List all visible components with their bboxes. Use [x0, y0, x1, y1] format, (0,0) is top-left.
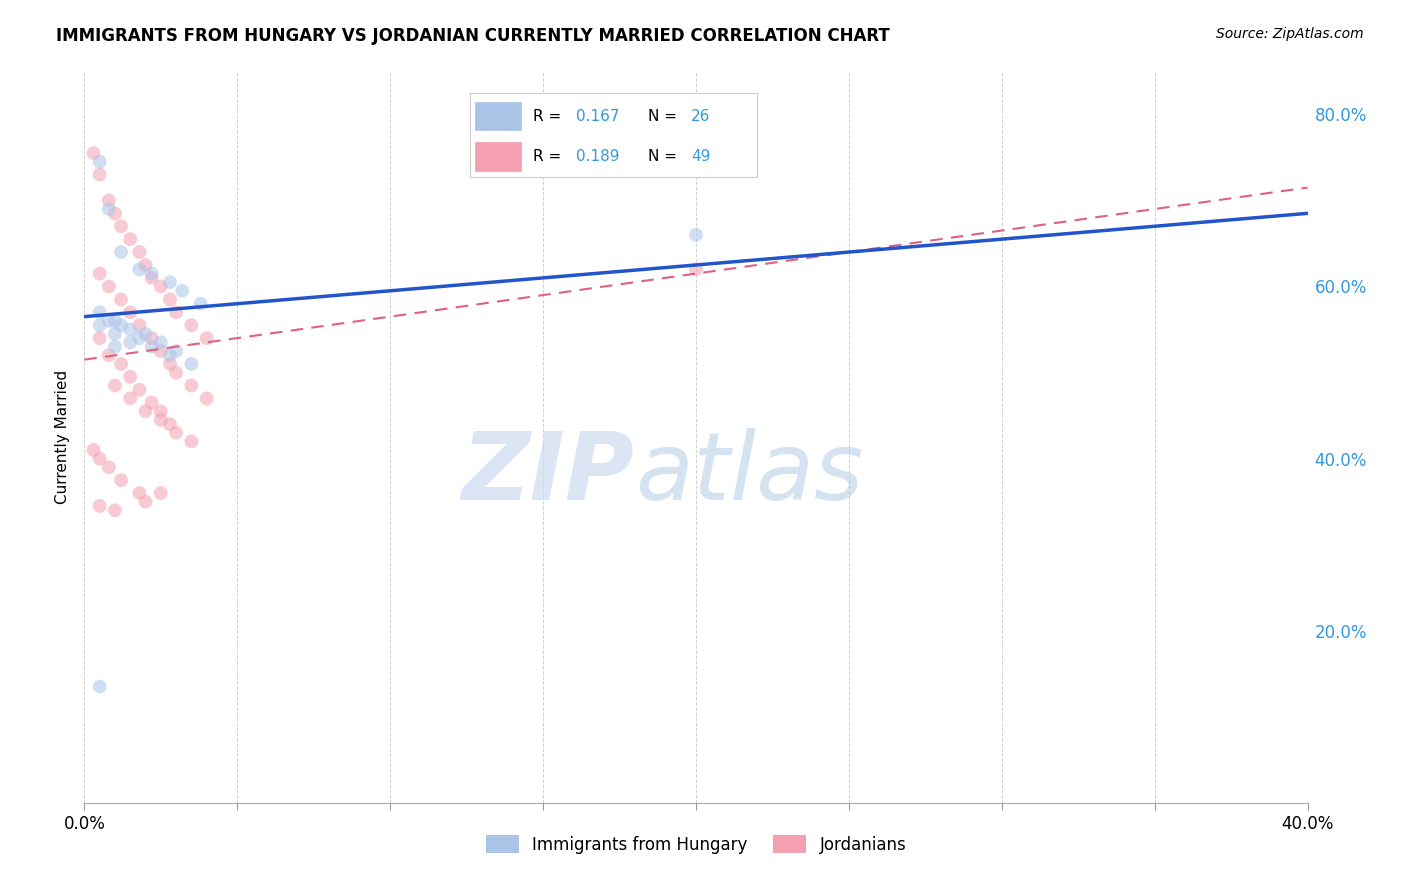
Point	[120, 369, 142, 384]
Point	[120, 322, 142, 336]
Point	[149, 344, 172, 359]
Point	[685, 227, 707, 242]
Text: IMMIGRANTS FROM HUNGARY VS JORDANIAN CURRENTLY MARRIED CORRELATION CHART: IMMIGRANTS FROM HUNGARY VS JORDANIAN CUR…	[56, 27, 890, 45]
Point	[190, 296, 212, 310]
Text: Source: ZipAtlas.com: Source: ZipAtlas.com	[1216, 27, 1364, 41]
Point	[110, 219, 132, 234]
Text: atlas: atlas	[636, 428, 863, 519]
Point	[180, 434, 202, 449]
Point	[83, 146, 105, 161]
Y-axis label: Currently Married: Currently Married	[55, 370, 70, 504]
Point	[97, 202, 120, 216]
Point	[159, 348, 181, 362]
Point	[104, 340, 127, 354]
Point	[104, 206, 127, 220]
Point	[159, 357, 181, 371]
Point	[165, 305, 187, 319]
Point	[180, 318, 202, 333]
Point	[141, 340, 163, 354]
Point	[89, 154, 111, 169]
Point	[149, 279, 172, 293]
Point	[165, 425, 187, 440]
Point	[195, 331, 218, 345]
Legend: Immigrants from Hungary, Jordanians: Immigrants from Hungary, Jordanians	[479, 829, 912, 860]
Point	[149, 335, 172, 350]
Point	[141, 395, 163, 409]
Point	[180, 357, 202, 371]
Point	[135, 404, 157, 418]
Point	[128, 245, 150, 260]
Point	[97, 314, 120, 328]
Point	[97, 348, 120, 362]
Point	[110, 473, 132, 487]
Point	[135, 494, 157, 508]
Point	[97, 279, 120, 293]
Point	[149, 486, 172, 500]
Point	[180, 378, 202, 392]
Point	[104, 314, 127, 328]
Point	[110, 357, 132, 371]
Point	[128, 318, 150, 333]
Point	[149, 413, 172, 427]
Point	[120, 232, 142, 246]
Point	[104, 378, 127, 392]
Point	[195, 392, 218, 406]
Point	[159, 293, 181, 307]
Point	[89, 318, 111, 333]
Point	[120, 335, 142, 350]
Point	[141, 271, 163, 285]
Point	[89, 680, 111, 694]
Point	[83, 442, 105, 457]
Point	[110, 245, 132, 260]
Point	[685, 262, 707, 277]
Point	[128, 262, 150, 277]
Point	[149, 404, 172, 418]
Point	[128, 383, 150, 397]
Point	[135, 258, 157, 272]
Point	[120, 392, 142, 406]
Point	[165, 366, 187, 380]
Point	[110, 318, 132, 333]
Point	[89, 451, 111, 466]
Point	[159, 417, 181, 432]
Point	[97, 194, 120, 208]
Point	[135, 326, 157, 341]
Point	[97, 460, 120, 475]
Point	[128, 331, 150, 345]
Point	[104, 503, 127, 517]
Point	[89, 331, 111, 345]
Point	[89, 267, 111, 281]
Point	[89, 168, 111, 182]
Point	[141, 267, 163, 281]
Point	[120, 305, 142, 319]
Point	[165, 344, 187, 359]
Point	[89, 305, 111, 319]
Point	[110, 293, 132, 307]
Point	[159, 275, 181, 289]
Point	[172, 284, 194, 298]
Point	[104, 326, 127, 341]
Point	[141, 331, 163, 345]
Text: ZIP: ZIP	[463, 427, 636, 520]
Point	[128, 486, 150, 500]
Point	[89, 499, 111, 513]
